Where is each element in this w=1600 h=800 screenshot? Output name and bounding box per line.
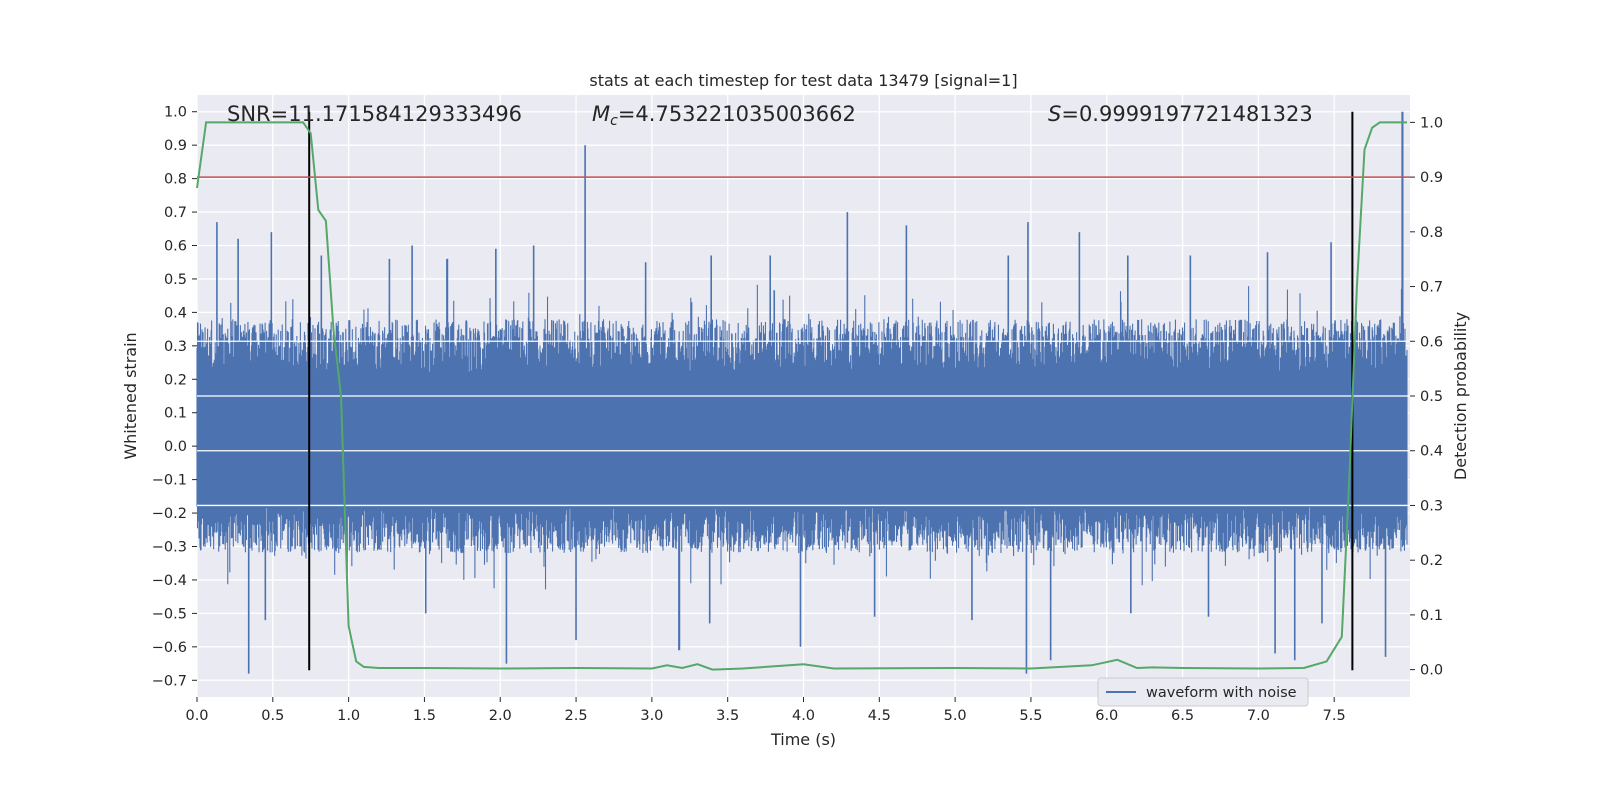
y2-tick-label: 0.8	[1420, 225, 1443, 241]
y-tick-label: −0.6	[152, 640, 187, 656]
y-tick-label: 1.0	[164, 105, 187, 121]
y2-tick-label: 0.0	[1420, 663, 1443, 679]
x-tick-label: 0.0	[185, 708, 208, 724]
waveform-core-band	[197, 389, 1407, 504]
legend: waveform with noise	[1097, 677, 1309, 707]
x-axis-ticks: 0.0 0.5 1.0 1.5 2.0 2.5 3.0 3.5 4.0 4.5 5.0 5.5 6.0 6…	[185, 697, 1346, 724]
y-tick-label: 0.2	[164, 372, 187, 388]
y2-tick-label: 1.0	[1420, 115, 1443, 131]
s-symbol: S	[1048, 102, 1061, 126]
y2-axis-ticks: 0.0 0.1 0.2 0.3 0.4 0.5 0.6 0.7 0.8 0.9 1.0	[1410, 115, 1443, 679]
y-tick-label: 0.6	[164, 239, 187, 255]
y2-tick-label: 0.1	[1420, 608, 1443, 624]
y-tick-label: −0.1	[152, 473, 187, 489]
x-tick-label: 1.5	[413, 708, 436, 724]
y-tick-label: −0.7	[152, 673, 187, 689]
s-annotation: S=0.9999197721481323	[1048, 102, 1313, 126]
legend-entry-waveform: waveform with noise	[1146, 685, 1297, 701]
snr-annotation: SNR=11.171584129333496	[227, 102, 522, 126]
x-tick-label: 3.5	[716, 708, 739, 724]
snr-value: 11.171584129333496	[288, 102, 522, 126]
x-tick-label: 3.0	[640, 708, 663, 724]
y2-tick-label: 0.5	[1420, 389, 1443, 405]
mc-subscript: c	[610, 113, 618, 129]
y-tick-label: 0.3	[164, 339, 187, 355]
y-tick-label: −0.2	[152, 506, 187, 522]
y-tick-label: −0.4	[152, 573, 187, 589]
y2-tick-label: 0.9	[1420, 170, 1443, 186]
mc-symbol: M	[592, 102, 610, 126]
s-value: =0.9999197721481323	[1061, 102, 1312, 126]
x-tick-label: 6.0	[1095, 708, 1118, 724]
x-tick-label: 1.0	[337, 708, 360, 724]
y-axis-label: Whitened strain	[121, 332, 140, 459]
y-tick-label: −0.5	[152, 606, 187, 622]
y2-tick-label: 0.7	[1420, 280, 1443, 296]
y-tick-label: 0.4	[164, 305, 187, 321]
y2-tick-label: 0.4	[1420, 444, 1443, 460]
y-tick-label: 0.8	[164, 172, 187, 188]
x-tick-label: 5.0	[944, 708, 967, 724]
x-tick-label: 5.5	[1019, 708, 1042, 724]
y-tick-label: 0.1	[164, 406, 187, 422]
y-tick-label: 0.0	[164, 439, 187, 455]
waveform-overlay-grid	[197, 340, 1410, 507]
x-tick-label: 7.0	[1247, 708, 1270, 724]
x-axis-label: Time (s)	[770, 730, 836, 749]
chart-title: stats at each timestep for test data 134…	[589, 71, 1017, 90]
detection-probability-line	[196, 121, 1407, 671]
y-tick-label: 0.7	[164, 205, 187, 221]
y-tick-label: 0.9	[164, 138, 187, 154]
y2-tick-label: 0.6	[1420, 334, 1443, 350]
x-tick-label: 6.5	[1171, 708, 1194, 724]
x-tick-label: 0.5	[261, 708, 284, 724]
y2-tick-label: 0.2	[1420, 553, 1443, 569]
waveform-series	[196, 111, 1410, 674]
mc-annotation: Mc=4.753221035003662	[592, 102, 856, 129]
snr-prefix: SNR=	[227, 102, 288, 126]
y-tick-label: 0.5	[164, 272, 187, 288]
x-tick-label: 7.5	[1323, 708, 1346, 724]
mc-value: =4.753221035003662	[618, 102, 856, 126]
y-tick-label: −0.3	[152, 540, 187, 556]
x-tick-label: 4.0	[792, 708, 815, 724]
y-axis-ticks: −0.7 −0.6 −0.5 −0.4 −0.3 −0.2 −0.1 0.0 0.1 0.2 0.3…	[152, 105, 197, 689]
x-tick-label: 2.0	[489, 708, 512, 724]
x-tick-label: 4.5	[868, 708, 891, 724]
y2-tick-label: 0.3	[1420, 498, 1443, 514]
legend-box	[1097, 677, 1309, 707]
y2-axis-label: Detection probability	[1451, 312, 1470, 480]
x-tick-label: 2.5	[565, 708, 588, 724]
